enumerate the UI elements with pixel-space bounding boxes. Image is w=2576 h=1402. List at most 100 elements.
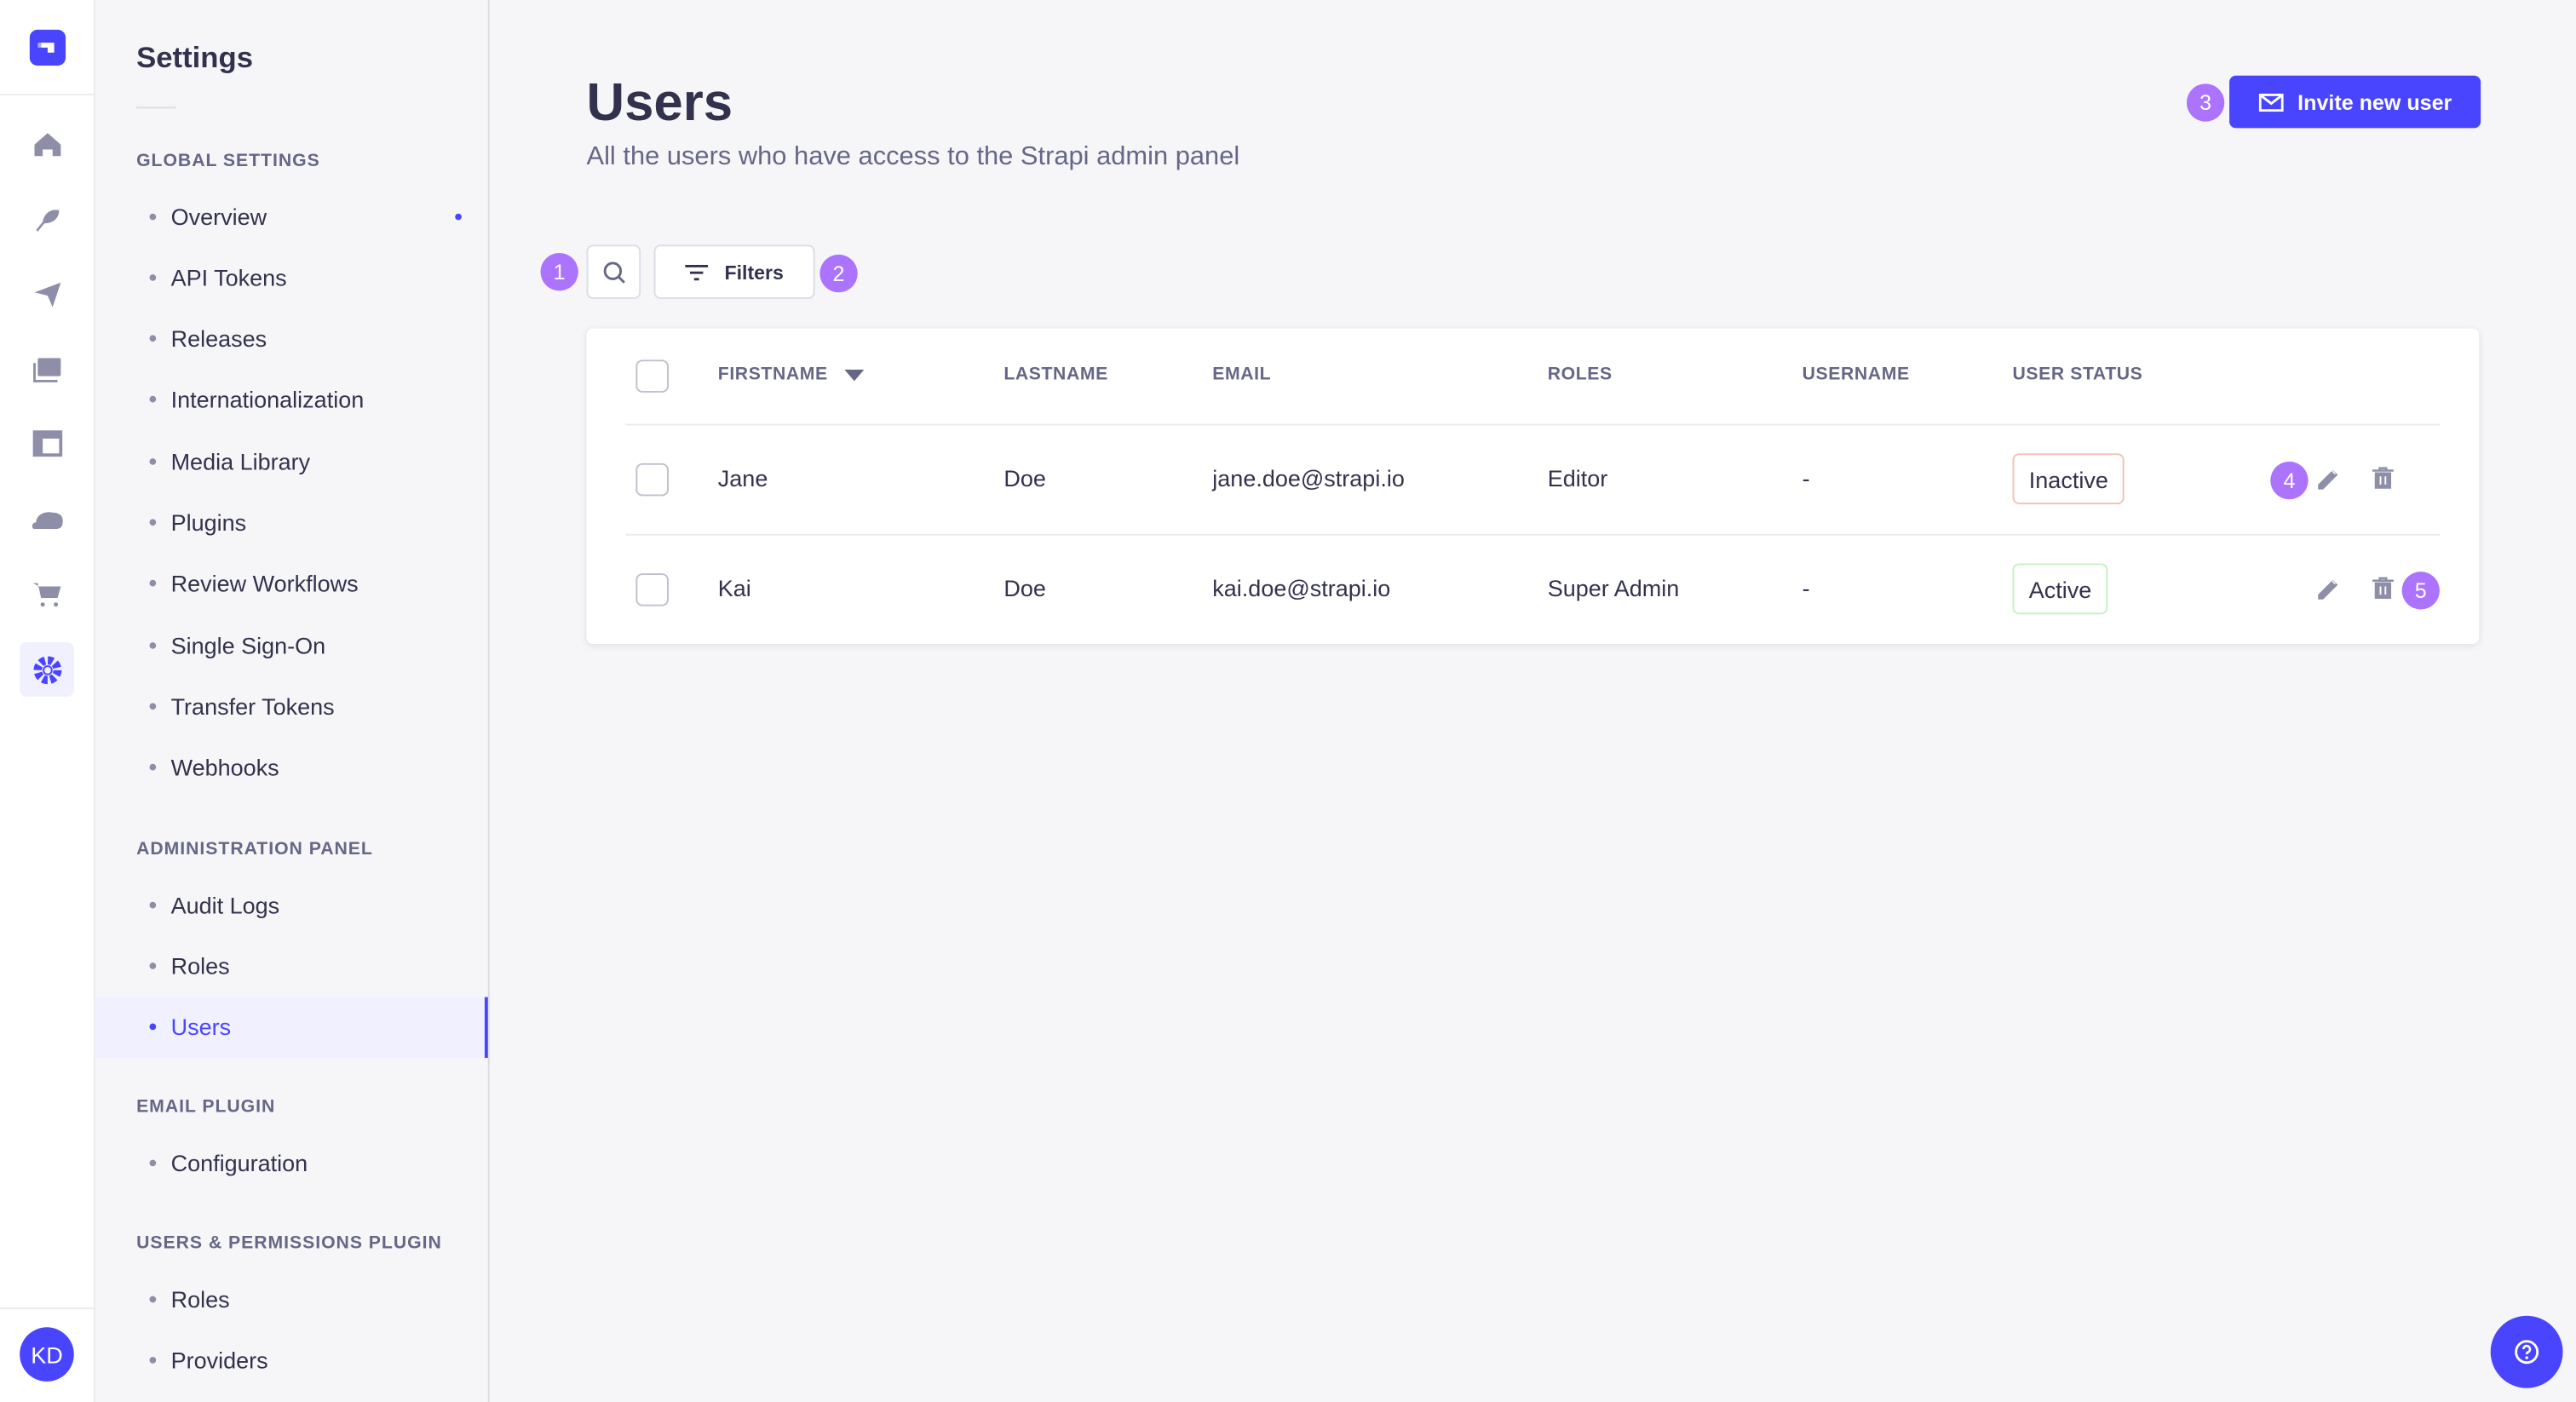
sidebar-item-overview[interactable]: Overview [95,186,488,246]
notification-dot-icon [455,212,462,220]
bullet-icon [149,764,157,771]
status-badge: Inactive [2012,453,2125,505]
invite-user-label: Invite new user [2297,89,2452,115]
envelope-icon [2257,92,2283,112]
bullet-icon [149,580,157,588]
annotation-badge: 4 [2270,461,2309,500]
column-header-status: USER STATUS [2012,365,2143,385]
sidebar-item-audit-logs[interactable]: Audit Logs [95,874,488,934]
main-nav: KD [0,0,95,1402]
sidebar-section-heading: ADMINISTRATION PANEL [136,839,373,859]
cell-email: kai.doe@strapi.io [1212,574,1391,601]
sidebar-item-users[interactable]: Users [95,996,488,1058]
bullet-icon [149,1023,157,1031]
trash-icon [2372,577,2394,599]
sidebar-item-review-workflows[interactable]: Review Workflows [95,554,488,614]
cart-icon[interactable] [20,566,74,621]
annotation-badge: 2 [819,254,858,293]
settings-sidebar: Settings GLOBAL SETTINGS Overview API Toke… [95,0,490,1402]
cell-firstname: Jane [717,464,768,491]
sidebar-item-roles[interactable]: Roles [95,935,488,996]
sidebar-item-media-library[interactable]: Media Library [95,431,488,491]
divider [0,1307,94,1310]
invite-user-button[interactable]: Invite new user [2229,75,2481,129]
delete-button[interactable] [2372,577,2394,608]
annotation-badge: 3 [2186,83,2225,122]
column-header-lastname[interactable]: LASTNAME [1003,365,1108,385]
strapi-logo-icon[interactable] [20,20,74,74]
column-header-username[interactable]: USERNAME [1802,365,1910,385]
sidebar-item-releases[interactable]: Releases [95,308,488,369]
page-subtitle: All the users who have access to the Str… [586,142,1240,171]
sidebar-title: Settings [136,41,254,74]
column-header-firstname[interactable]: FIRSTNAME [718,365,865,384]
annotation-badge: 5 [2401,572,2440,610]
trash-icon [2372,467,2394,489]
delete-button[interactable] [2372,467,2394,498]
status-badge: Active [2012,563,2108,615]
media-icon[interactable] [20,342,74,396]
divider [625,423,2440,426]
cell-firstname: Kai [717,574,751,601]
cell-lastname: Doe [1003,574,1046,601]
home-icon[interactable] [20,117,74,171]
sidebar-item-plugins[interactable]: Plugins [95,492,488,553]
filters-button[interactable]: Filters [653,244,815,299]
annotation-badge: 1 [540,252,578,291]
bullet-icon [149,519,157,526]
bullet-icon [149,396,157,404]
row-checkbox[interactable] [635,573,669,606]
bullet-icon [149,1158,157,1166]
sidebar-section-heading: USERS & PERMISSIONS PLUGIN [136,1233,442,1254]
pencil-icon [2318,469,2338,490]
edit-button[interactable] [2316,577,2339,608]
sidebar-item-transfer-tokens[interactable]: Transfer Tokens [95,675,488,736]
users-table: FIRSTNAME LASTNAME EMAIL ROLES USERNAME … [586,328,2480,644]
filter-icon [685,264,709,280]
paper-plane-icon[interactable] [20,266,74,320]
sidebar-item-configuration[interactable]: Configuration [95,1132,488,1192]
bullet-icon [149,641,157,649]
divider [625,533,2440,536]
cell-roles: Super Admin [1547,574,1680,601]
bullet-icon [149,900,157,908]
row-checkbox[interactable] [635,463,669,497]
help-button[interactable] [2490,1315,2563,1388]
bullet-icon [149,962,157,969]
divider [136,106,176,109]
sidebar-item-providers[interactable]: Providers [95,1330,488,1390]
bullet-icon [149,1356,157,1364]
page-title: Users [586,72,733,132]
feather-icon[interactable] [20,191,74,245]
sidebar-section-heading: EMAIL PLUGIN [136,1097,276,1118]
edit-button[interactable] [2316,467,2339,498]
search-button[interactable] [586,244,641,299]
column-header-roles: ROLES [1547,365,1613,385]
cell-username: - [1802,464,1810,491]
bullet-icon [149,212,157,220]
cell-email: jane.doe@strapi.io [1212,464,1405,491]
help-icon [2515,1340,2539,1365]
pencil-icon [2318,579,2338,600]
sidebar-section-heading: GLOBAL SETTINGS [136,151,320,171]
gear-icon[interactable] [20,642,74,697]
cloud-icon[interactable] [20,491,74,546]
sidebar-item-single-sign-on[interactable]: Single Sign-On [95,614,488,675]
bullet-icon [149,335,157,342]
avatar[interactable]: KD [20,1327,74,1382]
bullet-icon [149,457,157,465]
layout-icon[interactable] [20,416,74,470]
column-header-email[interactable]: EMAIL [1212,365,1272,385]
sidebar-item-webhooks[interactable]: Webhooks [95,737,488,797]
sort-caret-down-icon [844,368,865,381]
bullet-icon [149,273,157,281]
cell-lastname: Doe [1003,464,1046,491]
sidebar-item-internationalization[interactable]: Internationalization [95,370,488,430]
sidebar-item-roles[interactable]: Roles [95,1268,488,1329]
select-all-checkbox[interactable] [635,359,669,393]
sidebar-item-api-tokens[interactable]: API Tokens [95,247,488,307]
bullet-icon [149,703,157,710]
filters-label: Filters [724,260,784,284]
divider [0,93,94,95]
cell-roles: Editor [1547,464,1608,491]
